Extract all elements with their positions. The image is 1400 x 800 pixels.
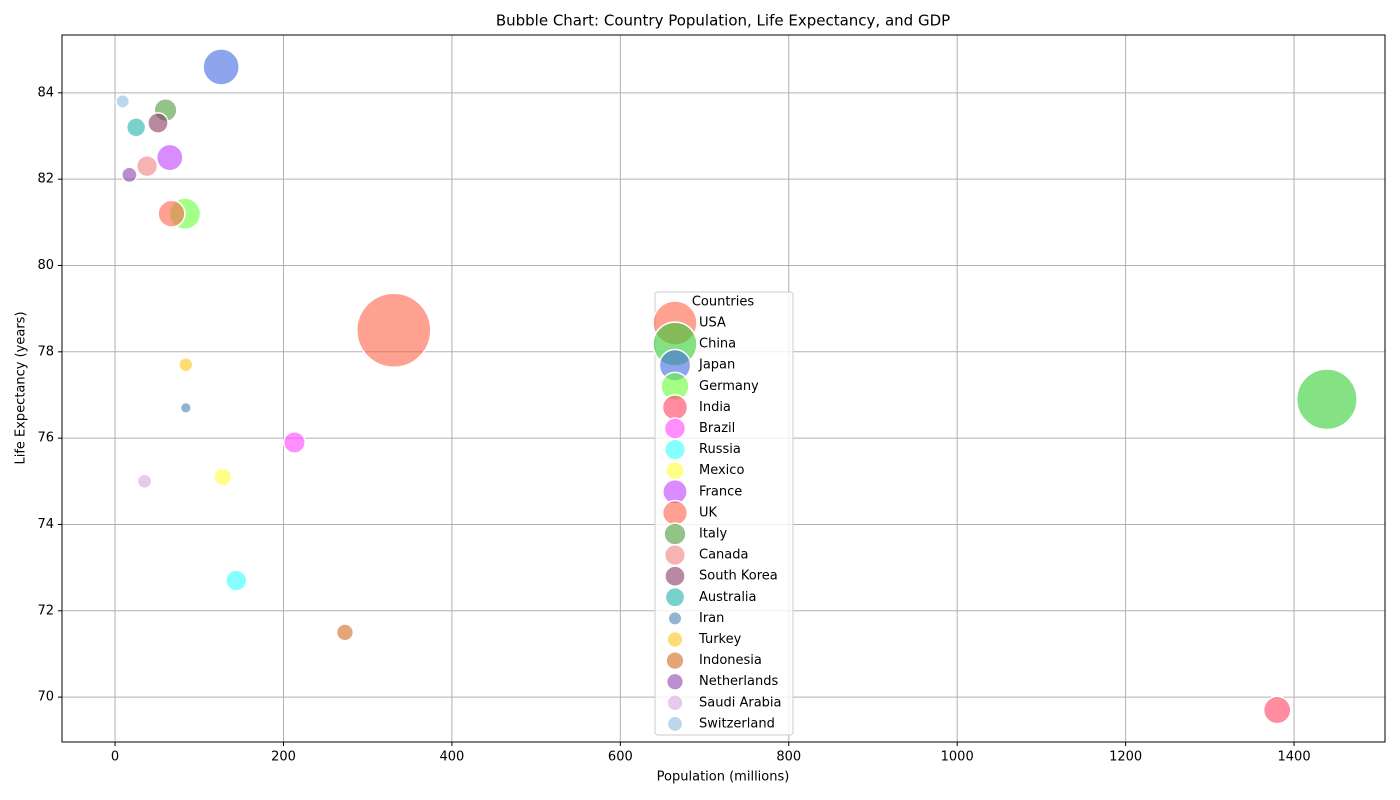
legend-marker xyxy=(663,438,687,461)
legend-marker xyxy=(665,672,685,691)
bubble xyxy=(225,569,248,592)
bubble xyxy=(115,94,131,109)
legend-label: Switzerland xyxy=(699,716,775,731)
bubble xyxy=(120,166,138,184)
legend-marker xyxy=(665,460,685,481)
bubble xyxy=(282,430,306,454)
legend-label: UK xyxy=(699,505,718,520)
legend-label: Indonesia xyxy=(699,653,762,668)
bubble xyxy=(136,473,153,490)
y-tick-label: 84 xyxy=(37,85,54,100)
legend-marker xyxy=(666,715,684,733)
bubble xyxy=(125,117,147,138)
y-tick-label: 70 xyxy=(37,690,54,705)
y-tick-label: 76 xyxy=(37,431,54,446)
x-axis-label: Population (millions) xyxy=(657,770,790,785)
bubble xyxy=(157,199,186,228)
bubble xyxy=(155,143,184,172)
bubble xyxy=(356,292,432,368)
x-tick-label: 800 xyxy=(776,750,801,765)
legend: Countries USA China Japan Germany India Brazil… xyxy=(652,291,794,736)
legend-marker xyxy=(661,499,689,527)
y-tick-label: 72 xyxy=(37,603,54,618)
legend-label: Turkey xyxy=(698,632,742,647)
bubble xyxy=(1262,695,1292,725)
bubble xyxy=(202,48,240,86)
legend-marker xyxy=(663,544,687,567)
bubble xyxy=(147,112,169,134)
legend-marker xyxy=(667,610,683,626)
bubble xyxy=(213,467,233,487)
legend-label: China xyxy=(699,337,736,352)
legend-label: Netherlands xyxy=(699,674,778,689)
x-tick-label: 1000 xyxy=(941,750,974,765)
x-tick-label: 400 xyxy=(439,750,464,765)
legend-label: South Korea xyxy=(699,569,778,584)
legend-marker xyxy=(666,694,684,712)
bubble xyxy=(335,623,355,642)
x-tick-label: 200 xyxy=(271,750,296,765)
x-tick-label: 0 xyxy=(111,750,119,765)
legend-title: Countries xyxy=(692,295,755,310)
legend-label: Mexico xyxy=(699,463,744,478)
x-tick-label: 1200 xyxy=(1109,750,1142,765)
legend-marker xyxy=(665,650,685,671)
legend-label: Canada xyxy=(699,548,748,563)
y-axis-label: Life Expectancy (years) xyxy=(14,311,29,464)
legend-marker xyxy=(661,394,689,421)
legend-label: Iran xyxy=(699,611,724,626)
bubble xyxy=(135,155,159,178)
bubble xyxy=(179,401,192,415)
legend-marker xyxy=(666,630,684,649)
legend-label: Russia xyxy=(699,442,741,457)
legend-marker xyxy=(663,417,687,440)
legend-label: Italy xyxy=(699,527,728,542)
legend-marker xyxy=(664,565,686,588)
legend-marker xyxy=(663,522,687,546)
legend-label: India xyxy=(699,400,731,415)
legend-box xyxy=(654,291,794,736)
plot-frame xyxy=(61,34,1386,743)
chart-title: Bubble Chart: Country Population, Life E… xyxy=(496,12,950,30)
legend-label: Brazil xyxy=(699,421,735,436)
y-tick-label: 74 xyxy=(37,517,54,532)
bubble xyxy=(178,357,194,373)
bubble xyxy=(1295,368,1358,431)
legend-label: Saudi Arabia xyxy=(699,695,782,710)
x-tick-label: 600 xyxy=(608,750,633,765)
legend-label: Australia xyxy=(699,590,757,605)
legend-label: Germany xyxy=(699,379,759,394)
legend-marker xyxy=(664,586,686,608)
y-tick-label: 80 xyxy=(37,258,54,273)
x-tick-label: 1400 xyxy=(1278,750,1311,765)
legend-label: USA xyxy=(699,316,726,331)
y-tick-label: 82 xyxy=(37,172,54,187)
legend-label: France xyxy=(699,484,742,499)
legend-label: Japan xyxy=(698,358,735,373)
y-tick-label: 78 xyxy=(37,344,54,359)
